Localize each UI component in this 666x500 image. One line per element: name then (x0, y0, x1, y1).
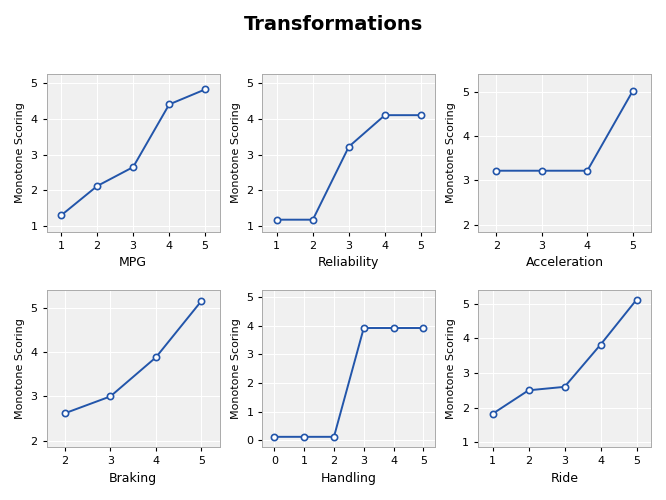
Text: Transformations: Transformations (243, 15, 423, 34)
Y-axis label: Monotone Scoring: Monotone Scoring (230, 102, 240, 203)
X-axis label: Braking: Braking (109, 472, 157, 485)
Y-axis label: Monotone Scoring: Monotone Scoring (15, 318, 25, 419)
Y-axis label: Monotone Scoring: Monotone Scoring (15, 102, 25, 203)
X-axis label: Handling: Handling (321, 472, 377, 485)
Y-axis label: Monotone Scoring: Monotone Scoring (230, 318, 240, 419)
X-axis label: Acceleration: Acceleration (525, 256, 603, 269)
Y-axis label: Monotone Scoring: Monotone Scoring (446, 318, 456, 419)
X-axis label: Reliability: Reliability (318, 256, 380, 269)
X-axis label: Ride: Ride (551, 472, 579, 485)
X-axis label: MPG: MPG (119, 256, 147, 269)
Y-axis label: Monotone Scoring: Monotone Scoring (446, 102, 456, 203)
